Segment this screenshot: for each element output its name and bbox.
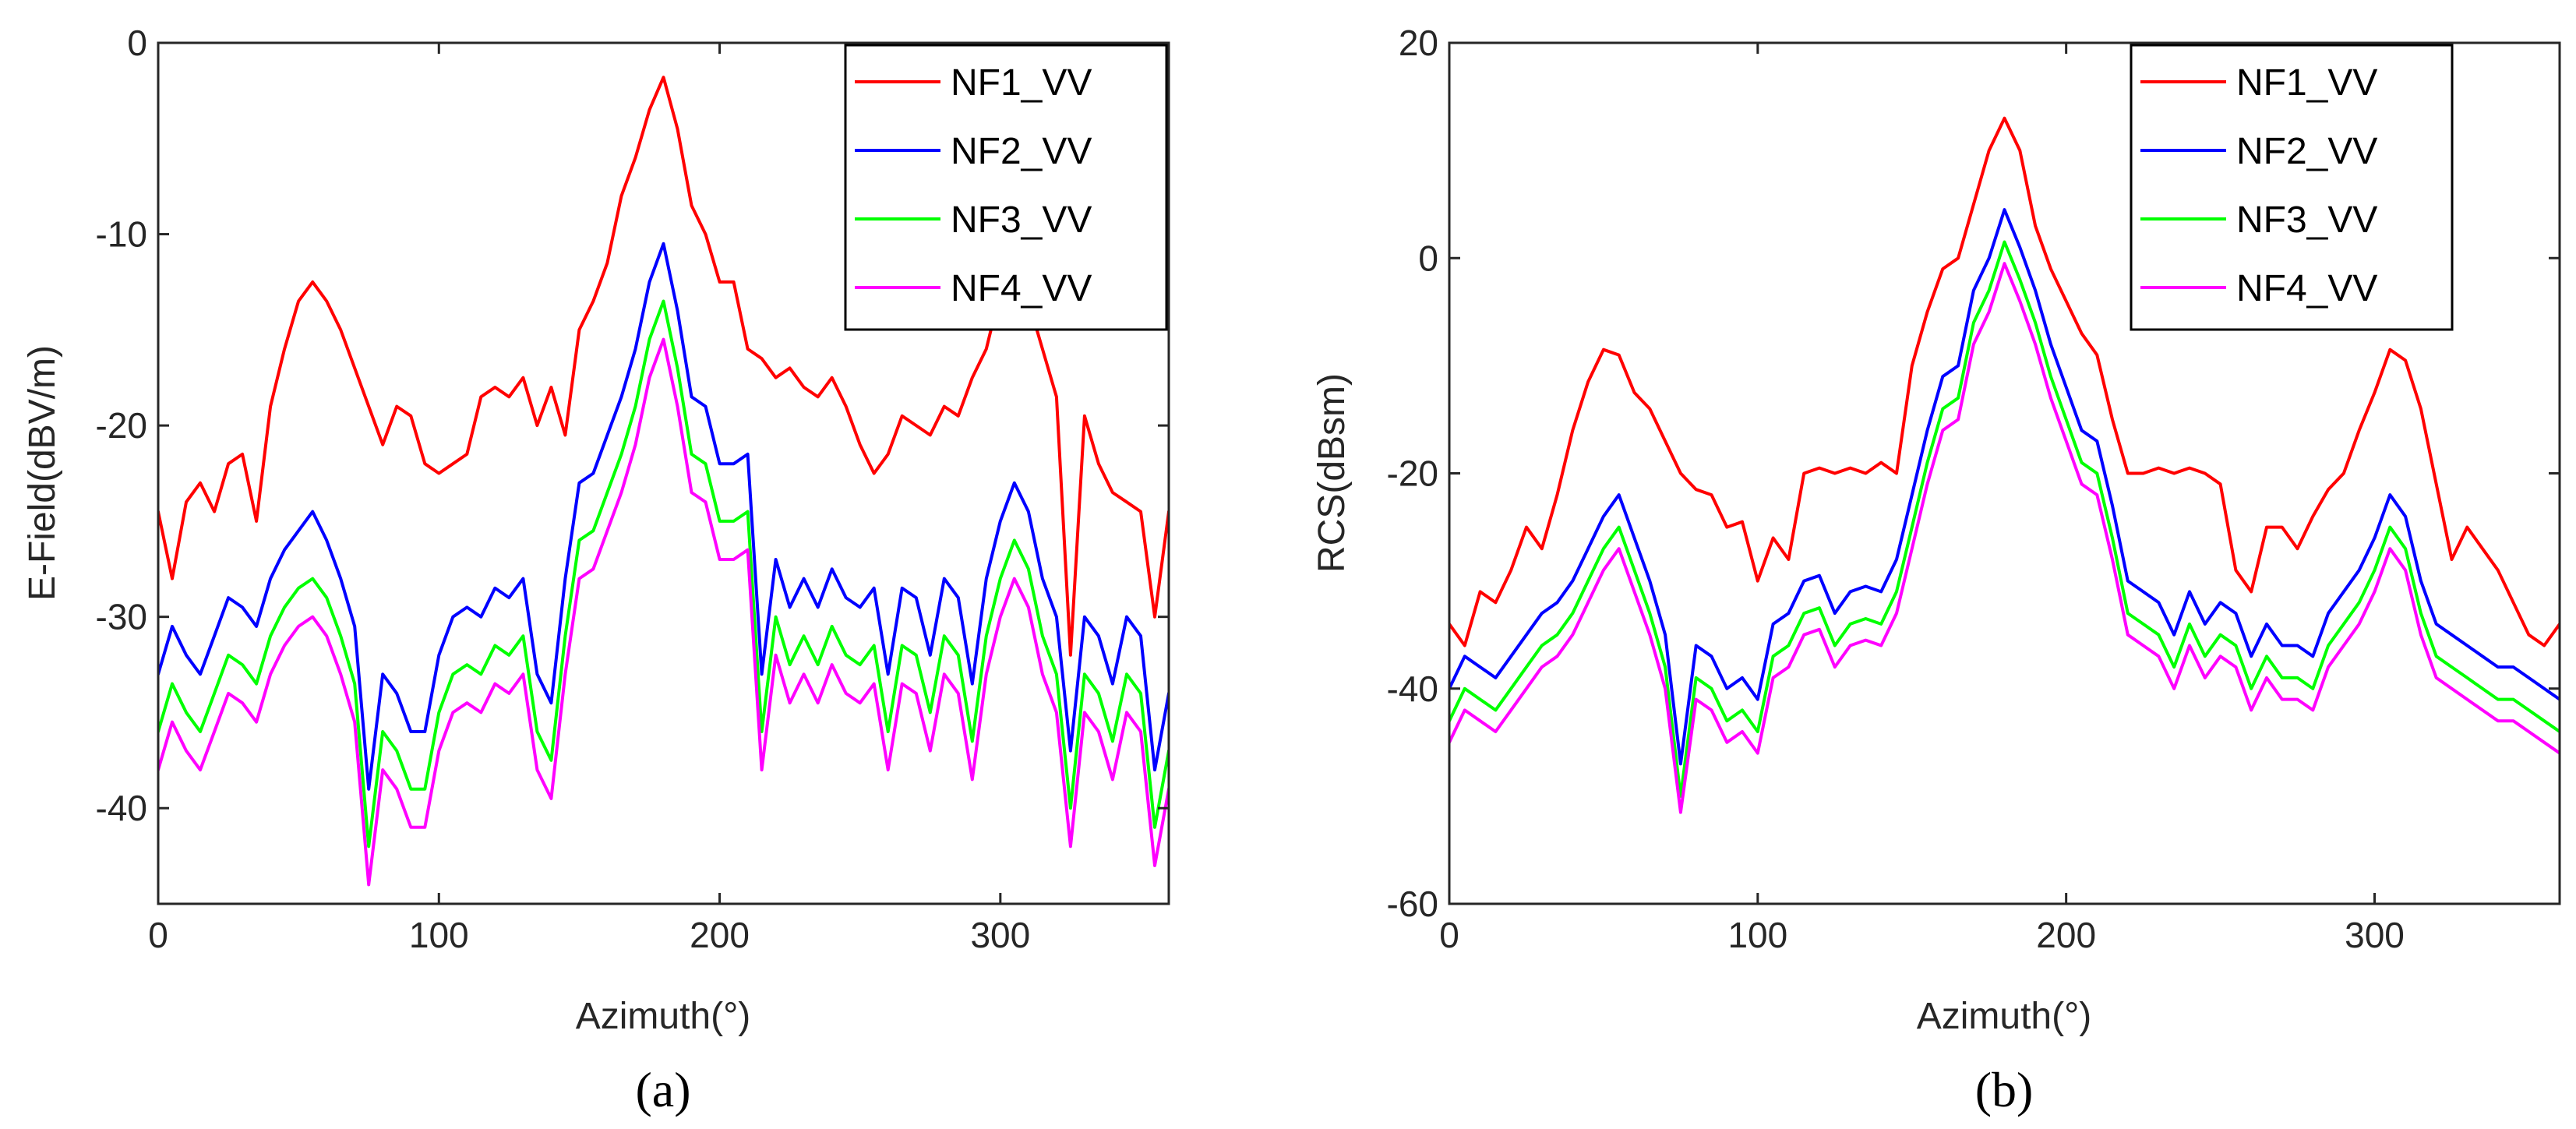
- y-ticks-b: 20 0 -20 -40 -60: [1387, 23, 2560, 924]
- y-tick-label: -40: [1387, 669, 1438, 709]
- x-tick-label: 300: [970, 915, 1030, 955]
- legend-label-nf4-vv: NF4_VV: [951, 268, 1092, 309]
- legend-label-nf1-vv: NF1_VV: [951, 62, 1092, 104]
- series-line-nf2-vv: [1449, 208, 2560, 766]
- series-line-nf4-vv: [1449, 262, 2560, 814]
- y-axis-label-b: RCS(dBsm): [1311, 373, 1353, 573]
- x-tick-label: 300: [2345, 915, 2405, 955]
- series-line-nf2-vv: [158, 242, 1169, 791]
- panel-caption-a: (a): [635, 1062, 690, 1117]
- y-axis-label-a: E-Field(dBV/m): [22, 345, 63, 601]
- chart-panel-a: 0 100 200 300 0 -10 -20 -30 -40 Azimuth(°) E-Fi…: [22, 23, 1170, 1117]
- series-line-nf3-vv: [1449, 240, 2560, 798]
- series-line-nf4-vv: [158, 337, 1169, 887]
- legend-box-b: [2130, 44, 2454, 331]
- y-tick-label: -40: [96, 788, 147, 828]
- x-ticks-a: 0 100 200 300: [148, 43, 1030, 955]
- y-tick-label: 20: [1399, 23, 1438, 63]
- y-tick-label: -20: [1387, 453, 1438, 494]
- y-tick-label: 0: [1418, 238, 1438, 278]
- legend-label-nf3-vv: NF3_VV: [951, 199, 1092, 241]
- legend-label-nf4-vv: NF4_VV: [2236, 268, 2377, 309]
- legend-label-nf1-vv: NF1_VV: [2236, 62, 2377, 104]
- y-tick-label: 0: [127, 23, 147, 63]
- plot-frame-a: [157, 41, 1170, 905]
- chart-panel-b: 0 100 200 300 200-20-40-60 Azimuth(°) RCS(d…: [1311, 23, 2561, 1117]
- x-tick-label: 200: [690, 915, 750, 955]
- series-line-nf1-vv: [1449, 116, 2560, 647]
- x-tick-label: 100: [1727, 915, 1787, 955]
- legend-label-nf3-vv: NF3_VV: [2236, 199, 2377, 241]
- series-lines-b: [1449, 116, 2560, 814]
- x-tick-label: 200: [2036, 915, 2096, 955]
- y-tick-label: -20: [96, 405, 147, 446]
- y-ticks-a: 0 -10 -20 -30 -40: [96, 23, 1169, 828]
- legend-label-nf2-vv: NF2_VV: [2236, 131, 2377, 172]
- x-tick-label: 0: [148, 915, 168, 955]
- x-tick-label: 0: [1439, 915, 1459, 955]
- panel-caption-b: (b): [1975, 1062, 2034, 1117]
- legend-a: NF1_VV NF2_VV NF3_VV NF4_VV: [844, 44, 1168, 331]
- x-axis-label-a: Azimuth(°): [576, 996, 751, 1037]
- legend-box-a: [844, 44, 1168, 331]
- y-tick-label: -60: [1387, 884, 1438, 924]
- x-tick-label: 100: [409, 915, 469, 955]
- legend-label-nf2-vv: NF2_VV: [951, 131, 1092, 172]
- y-tick-label: -10: [96, 214, 147, 255]
- x-axis-label-b: Azimuth(°): [1917, 996, 2092, 1037]
- series-line-nf3-vv: [158, 299, 1169, 849]
- y-tick-label: -30: [96, 597, 147, 637]
- legend-b: NF1_VV NF2_VV NF3_VV NF4_VV: [2130, 44, 2454, 331]
- x-ticks-b: 0 100 200 300: [1439, 43, 2405, 955]
